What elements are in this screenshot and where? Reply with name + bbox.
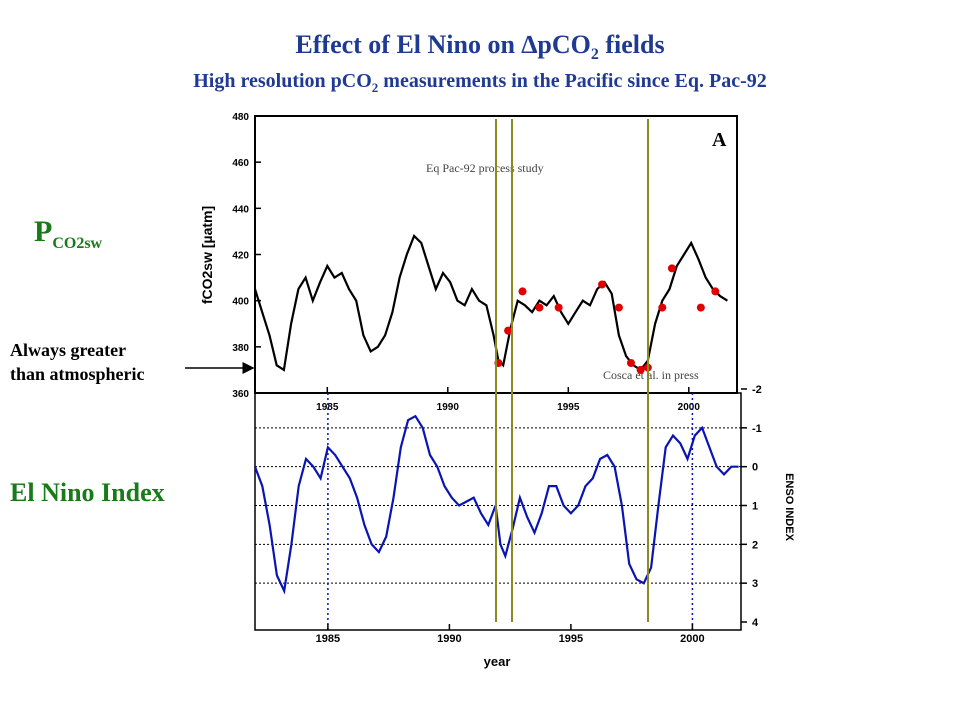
top-x-tick-label: 1985 [316, 402, 339, 413]
top-y-tick-label: 480 [232, 112, 249, 123]
cosca-data-point [554, 303, 563, 312]
top-y-tick-label: 440 [232, 204, 249, 215]
bottom-x-tick-label: 1985 [316, 633, 340, 645]
always-greater-label: Always greater than atmospheric [10, 340, 145, 384]
bottom-y-tick-label: -1 [752, 423, 762, 435]
cosca-data-point [696, 303, 705, 312]
cosca-data-point [667, 264, 676, 273]
fco2-series-line [253, 234, 728, 372]
top-y-axis-label: fCO2sw [µatm] [199, 206, 215, 304]
bottom-x-tick-label: 1990 [437, 633, 461, 645]
top-x-tick-label: 1990 [437, 402, 460, 413]
top-panel-label: A [712, 129, 727, 151]
cosca-data-point [711, 287, 720, 296]
bottom-y-tick-label: 0 [752, 462, 758, 474]
annotation-cosca: Cosca et al. in press [603, 368, 699, 382]
cosca-data-point [504, 326, 513, 335]
bottom-y-tick-label: 4 [752, 617, 759, 629]
cosca-data-point [614, 303, 623, 312]
top-x-tick-label: 1995 [557, 402, 580, 413]
cosca-data-point [535, 303, 544, 312]
bottom-x-tick-label: 2000 [680, 633, 704, 645]
page-title: Effect of El Nino on ∆pCO2 fields [295, 30, 665, 64]
top-x-tick-label: 2000 [678, 402, 701, 413]
bottom-y-tick-label: 2 [752, 539, 758, 551]
top-y-tick-label: 460 [232, 158, 249, 169]
bottom-x-tick-label: 1995 [559, 633, 583, 645]
top-y-tick-label: 420 [232, 251, 249, 262]
cosca-data-point [518, 287, 527, 296]
bottom-y-tick-label: -2 [752, 384, 762, 396]
bottom-y-axis-label: ENSO INDEX [783, 473, 795, 542]
bottom-y-tick-label: 3 [752, 578, 758, 590]
page-subtitle: High resolution pCO2 measurements in the… [193, 70, 767, 95]
cosca-data-point [636, 365, 645, 374]
top-y-tick-label: 400 [232, 297, 249, 308]
pco2-label: PCO2sw [34, 215, 103, 252]
enso-index-line [253, 414, 739, 595]
top-y-tick-label: 380 [232, 343, 249, 354]
el-nino-index-label: El Nino Index [10, 478, 165, 507]
cosca-data-point [626, 358, 635, 367]
bottom-y-tick-label: 1 [752, 501, 758, 513]
bottom-x-axis-label: year [484, 654, 511, 669]
cosca-data-point [598, 280, 607, 289]
annotation-eqpac: Eq Pac-92 process study [426, 161, 544, 175]
bottom-panel-frame [254, 392, 742, 631]
top-y-tick-label: 360 [232, 389, 249, 400]
cosca-data-point [658, 303, 667, 312]
